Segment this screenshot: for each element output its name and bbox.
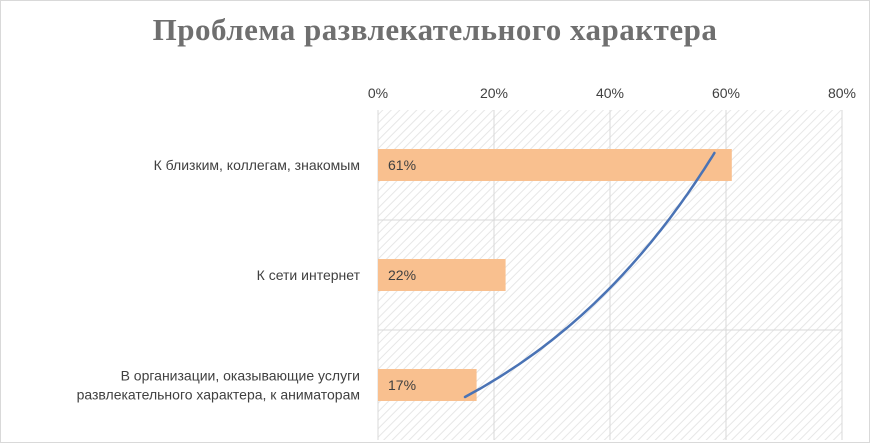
- data-label: 22%: [388, 267, 416, 283]
- x-tick-label: 0%: [368, 85, 388, 101]
- bar: [378, 369, 477, 401]
- data-label: 61%: [388, 157, 416, 173]
- bar: [378, 149, 732, 181]
- bar: [378, 259, 506, 291]
- x-tick-label: 60%: [712, 85, 740, 101]
- x-tick-label: 80%: [828, 85, 856, 101]
- data-label: 17%: [388, 377, 416, 393]
- trendline: [463, 151, 716, 399]
- category-label: К близким, коллегам, знакомым: [154, 157, 360, 173]
- category-label: В организации, оказывающие услуги: [121, 368, 360, 384]
- x-tick-label: 20%: [480, 85, 508, 101]
- chart-title: Проблема развлекательного характера: [152, 12, 718, 47]
- category-label: развлекательного характера, к аниматорам: [77, 387, 360, 403]
- x-tick-label: 40%: [596, 85, 624, 101]
- category-label: К сети интернет: [257, 267, 361, 283]
